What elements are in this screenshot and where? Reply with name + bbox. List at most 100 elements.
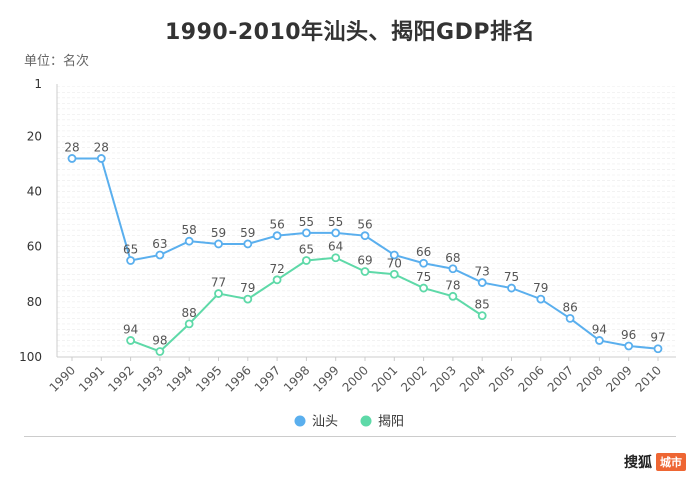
data-label: 56 [269,218,284,232]
data-point [214,239,223,249]
sohu-city-logo: 搜狐 城市 [624,452,686,472]
data-label: 28 [94,140,109,154]
data-label: 97 [650,331,665,345]
data-label: 66 [416,245,431,259]
chart-title: 1990-2010年汕头、揭阳GDP排名 [164,20,536,45]
x-tick-label: 1992 [105,363,136,394]
data-label: 72 [269,262,284,276]
data-point [331,228,341,238]
data-label: 86 [562,300,577,314]
legend-label: 揭阳 [378,415,404,430]
x-tick-label: 1998 [281,363,312,394]
data-point [184,236,194,246]
data-point [565,313,575,323]
x-tick-label: 2002 [398,363,429,394]
data-label: 88 [182,306,197,320]
data-point [653,344,663,354]
logo-badge: 城市 [656,453,686,471]
legend: 汕头 揭阳 [294,415,404,430]
x-tick-label: 1996 [222,363,253,394]
x-tick-label: 1991 [76,363,107,394]
data-point [624,341,634,351]
grid [57,86,676,358]
data-point [272,231,282,241]
y-tick-label: 100 [19,350,42,364]
x-tick-label: 2009 [603,363,634,394]
data-label: 79 [240,281,255,295]
y-tick-label: 20 [27,129,42,143]
data-label: 65 [299,242,314,256]
data-point [184,319,194,329]
x-tick-label: 2005 [486,363,517,394]
data-point [126,336,136,345]
data-point [243,294,253,304]
data-label: 58 [182,223,197,237]
y-tick-label: 60 [27,240,42,254]
unit-label: 单位：名次 [24,54,90,69]
footer-divider [24,436,676,437]
data-label: 96 [621,328,636,342]
data-point [214,289,223,298]
data-point [155,250,165,260]
data-label: 75 [504,270,519,284]
x-tick-label: 2007 [545,363,576,394]
x-tick-label: 1994 [164,363,195,394]
x-tick-label: 1999 [310,363,341,394]
data-label: 77 [211,276,226,290]
data-label: 65 [123,242,138,256]
data-label: 59 [240,226,255,240]
data-label: 94 [123,322,138,336]
data-point [477,311,487,321]
data-label: 55 [299,215,314,229]
data-label: 68 [445,251,460,265]
data-label: 63 [152,237,167,251]
y-tick-label: 40 [27,185,42,199]
x-tick-label: 1997 [252,363,283,394]
series-shantou: 28 28 65 63 58 59 59 56 55 55 56 66 68 73 75 79 86 94 96 97 [64,140,666,354]
data-label: 78 [445,278,460,292]
data-label: 59 [211,226,226,240]
y-tick-label: 80 [27,295,42,309]
data-label: 69 [357,254,372,268]
data-point [126,256,136,265]
legend-label: 汕头 [312,415,338,430]
x-tick-label: 2000 [340,363,371,394]
data-point [301,256,311,265]
x-tick-label: 2003 [428,363,459,394]
data-point [389,250,399,260]
data-point [301,228,311,238]
x-tick-label: 2004 [457,363,488,394]
data-label: 75 [416,270,431,284]
x-tick-label: 2006 [515,363,546,394]
x-tick-label: 2008 [574,363,605,394]
data-point [389,269,399,279]
data-label: 56 [357,218,372,232]
data-point [536,294,546,304]
y-tick-label: 1 [34,77,42,91]
data-point [360,231,370,241]
data-point [360,267,370,276]
data-point [419,283,429,293]
logo-brand: 搜狐 [624,455,652,471]
data-label: 85 [475,298,490,312]
x-tick-label: 1993 [135,363,166,394]
data-point [243,239,253,249]
data-label: 55 [328,215,343,229]
x-tick-label: 2001 [369,363,400,394]
data-point [419,258,429,268]
legend-marker [360,415,372,427]
data-point [96,154,106,163]
data-point [507,283,516,293]
data-label: 70 [387,256,402,270]
legend-marker [294,415,306,427]
x-tick-label: 2010 [633,363,664,394]
data-point [448,291,458,301]
data-point [477,278,487,287]
data-point [155,347,165,356]
x-tick-label: 1990 [47,363,78,394]
data-label: 28 [64,140,79,154]
x-tick-label: 1995 [193,363,224,394]
data-point [272,275,282,285]
series: 28 28 65 63 58 59 59 56 55 55 56 66 68 73 75 79 86 94 96 97… [64,140,666,356]
data-label: 64 [328,240,343,254]
